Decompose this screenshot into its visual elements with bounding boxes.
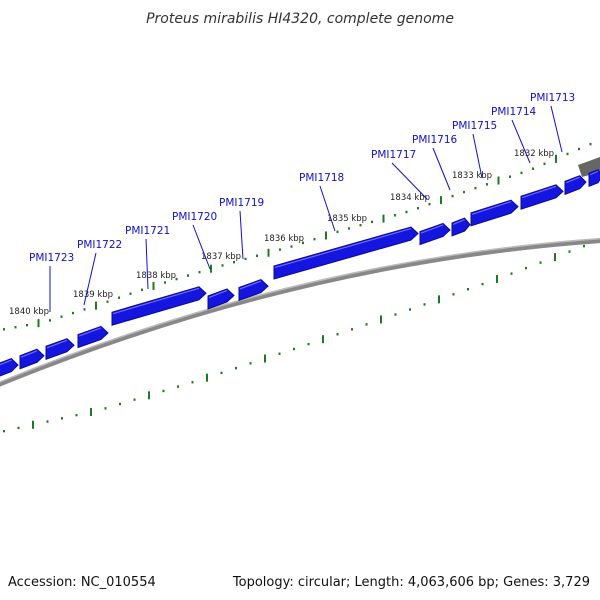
accession-label: Accession: NC_010554 [8,575,156,590]
gene-leader-line [83,252,97,306]
map-title: Proteus mirabilis HI4320, complete genom… [146,11,454,27]
gene-arrow [520,184,564,210]
gene-arrow-highlight [46,339,68,349]
scale-label: 1836 kbp [264,234,304,244]
gene-leader-line [239,210,244,260]
gene-leader-line [511,119,531,164]
gene-arrow [207,288,235,310]
gene-label: PMI1715 [452,120,497,132]
gene-arrow [470,199,519,227]
gene-leader-line [550,105,563,153]
scale-labels: 1840 kbp 1839 kbp 1838 kbp 1837 kbp 1836 kbp… [9,149,554,317]
gene-leader-line [432,147,451,191]
gene-arrow [45,338,75,360]
gene-label: PMI1723 [29,252,74,264]
gene-arrow-highlight [521,185,557,199]
gene-arrow-highlight [0,359,12,366]
genome-summary: Topology: circular; Length: 4,063,606 bp… [232,575,590,590]
gene-arrow-highlight [589,170,599,176]
gene-arrow [238,279,269,302]
gene-arrow-highlight [239,280,262,290]
scale-label: 1833 kbp [452,171,492,181]
gene-arrow [77,325,109,349]
scale-label: 1837 kbp [201,252,241,262]
gene-track [0,169,600,377]
gene-leader-line [319,185,336,232]
scale-label: 1839 kbp [73,290,113,300]
gene-label: PMI1719 [219,197,264,209]
gene-arrow [19,348,45,370]
gene-leader-line [391,162,428,200]
gene-label: PMI1722 [77,239,122,251]
gene-leader-line [472,133,483,179]
gene-label: PMI1720 [172,211,217,223]
backbone-highlight [0,237,600,383]
gene-label: PMI1714 [491,106,537,118]
gene-leader-line [192,224,211,270]
gene-label: PMI1716 [412,134,458,146]
backbone-line [0,238,600,387]
scale-label: 1835 kbp [327,214,367,224]
gene-label: PMI1713 [530,92,575,104]
gene-arrow-highlight [208,289,228,299]
gene-arrow [419,222,451,246]
gene-arrow-highlight [78,327,102,337]
outer-scale-track [3,142,592,331]
gene-label: PMI1718 [299,172,344,184]
gene-arrow-highlight [452,219,465,225]
backbone [0,157,600,387]
gene-arrow-highlight [420,224,444,234]
gene-arrow [111,286,207,326]
gene-arrow-highlight [274,227,412,269]
gene-arrow-highlight [471,201,512,215]
inner-scale-track [3,239,600,433]
gene-arrow-highlight [565,176,580,184]
gene-label: PMI1721 [125,225,170,237]
scale-label: 1832 kbp [514,149,554,159]
gene-arrow [564,175,587,196]
gene-arrow [273,226,419,280]
gene-leader-line [145,238,149,290]
scale-label: 1838 kbp [136,271,176,281]
gene-arrow-highlight [20,350,38,358]
scale-label: 1840 kbp [9,307,49,317]
scale-label: 1834 kbp [390,193,430,203]
gene-arrow-highlight [112,287,200,315]
gene-label: PMI1717 [371,149,416,161]
